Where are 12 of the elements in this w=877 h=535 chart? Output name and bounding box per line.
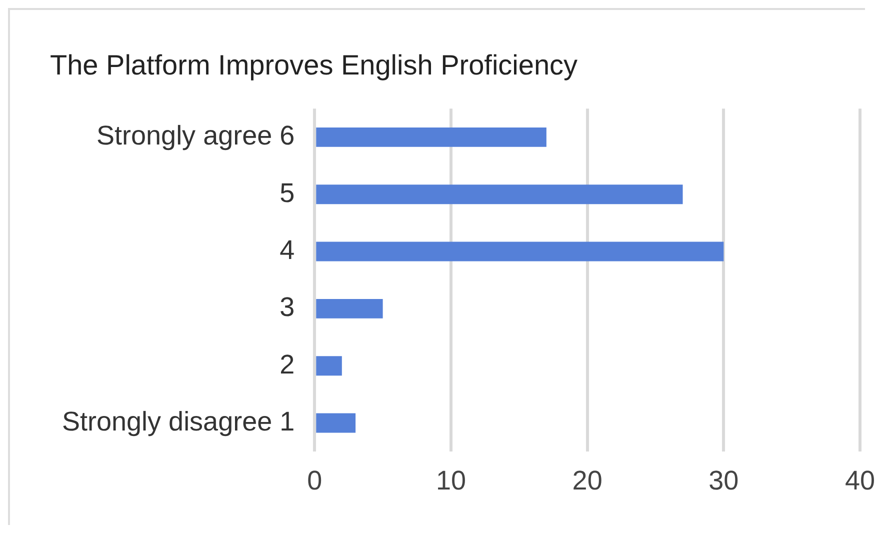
y-tick-label: Strongly disagree 1 [62, 406, 295, 436]
y-tick-label: 5 [280, 178, 295, 208]
x-tick-label: 0 [307, 465, 322, 496]
y-tick-label: 2 [280, 349, 295, 380]
x-tick-label: 40 [844, 465, 876, 496]
y-tick-label: Strongly agree 6 [96, 120, 295, 151]
x-tick-label: 30 [708, 465, 739, 496]
y-tick-label: 4 [280, 234, 295, 265]
x-tick-label: 20 [572, 465, 602, 496]
x-tick-label: 10 [436, 465, 466, 496]
y-tick-label: 3 [280, 292, 295, 322]
chart-title: The Platform Improves English Proficiency [50, 50, 578, 81]
